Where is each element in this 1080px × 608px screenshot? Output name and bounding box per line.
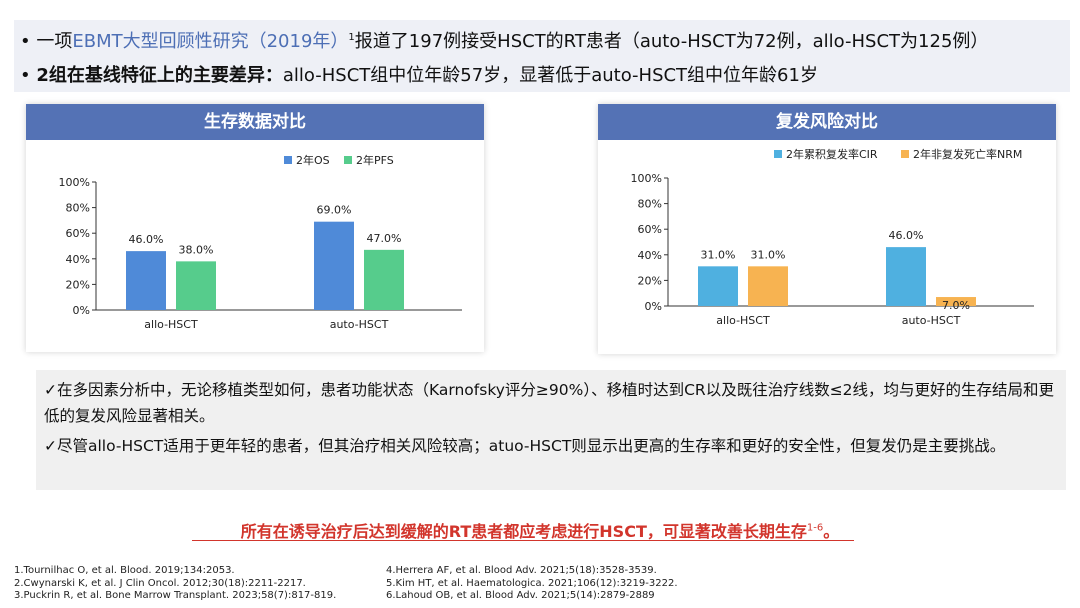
key-point-2-rest: allo-HSCT组中位年龄57岁，显著低于auto-HSCT组中位年龄61岁 (282, 65, 818, 86)
legend-label: 2年累积复发率CIR (786, 147, 878, 161)
bar (698, 266, 738, 306)
key-points-box (14, 20, 1070, 92)
legend-label: 2年非复发死亡率NRM (913, 147, 1022, 161)
x-category-label: allo-HSCT (144, 318, 198, 331)
data-label: 47.0% (367, 232, 402, 245)
bullet-dot: • (20, 65, 31, 86)
y-tick-label: 60% (638, 223, 662, 236)
analysis-point-2: ✓尽管allo-HSCT适用于更年轻的患者，但其治疗相关风险较高；atuo-HS… (44, 437, 1006, 455)
y-tick-label: 40% (66, 253, 90, 266)
legend-label: 2年PFS (356, 153, 394, 167)
survival-chart-title: 生存数据对比 (26, 104, 484, 140)
y-tick-label: 20% (66, 278, 90, 291)
x-category-label: auto-HSCT (330, 318, 389, 331)
conclusion-end: 。 (823, 522, 840, 541)
x-category-label: allo-HSCT (716, 314, 770, 327)
y-tick-label: 100% (59, 176, 90, 189)
bar (364, 249, 404, 310)
legend-swatch (344, 156, 352, 164)
legend-swatch (901, 150, 909, 158)
reference-item: 6.Lahoud OB, et al. Blood Adv. 2021;5(14… (386, 590, 655, 601)
key-point-1-post: 报道了197例接受HSCT的RT患者（auto-HSCT为72例，allo-HS… (354, 31, 989, 52)
reference-item: 2.Cwynarski K, et al. J Clin Oncol. 2012… (14, 577, 306, 589)
bar (176, 261, 216, 310)
data-label: 31.0% (751, 248, 786, 261)
relapse-chart-panel: 复发风险对比 0% 20% 40% 60% 80% 100% 31.0% 31.0% allo-… (598, 104, 1056, 354)
y-tick-label: 40% (638, 249, 662, 262)
conclusion-citation: 1-6 (806, 522, 824, 534)
survival-chart: 0% 20% 40% 60% 80% 100% 46.0% 38.0% allo-HSCT 69.… (59, 153, 462, 331)
key-point-2: • 2组在基线特征上的主要差异：allo-HSCT组中位年龄57岁，显著低于au… (20, 61, 818, 87)
y-tick-label: 80% (638, 198, 662, 211)
reference-item: 4.Herrera AF, et al. Blood Adv. 2021;5(1… (386, 565, 657, 576)
key-point-1-pre: 一项 (36, 31, 73, 52)
legend-swatch (774, 150, 782, 158)
data-label: 69.0% (317, 204, 352, 217)
key-point-2-bold: 2组在基线特征上的主要差异： (36, 65, 283, 86)
bar (126, 251, 166, 310)
bullet-dot: • (20, 31, 31, 52)
reference-item: 5.Kim HT, et al. Haematologica. 2021;106… (386, 577, 678, 589)
y-tick-label: 0% (73, 304, 90, 317)
y-tick-label: 60% (66, 227, 90, 240)
bar (936, 297, 976, 306)
bar (314, 221, 354, 310)
y-tick-label: 100% (631, 172, 662, 185)
references-right: 4.Herrera AF, et al. Blood Adv. 2021;5(1… (386, 565, 678, 603)
references-left: 1.Tournilhac O, et al. Blood. 2019;134:2… (14, 565, 336, 603)
conclusion-text: 所有在诱导治疗后达到缓解的RT患者都应考虑进行HSCT，可显著改善长期生存 (240, 522, 807, 541)
key-point-1: • 一项EBMT大型回顾性研究（2019年）1报道了197例接受HSCT的RT患… (20, 27, 988, 53)
bar (748, 266, 788, 306)
data-label: 46.0% (889, 229, 924, 242)
y-tick-label: 20% (638, 274, 662, 287)
conclusion-underline (192, 540, 854, 541)
reference-item: 3.Puckrin R, et al. Bone Marrow Transpla… (14, 590, 337, 601)
conclusion: 所有在诱导治疗后达到缓解的RT患者都应考虑进行HSCT，可显著改善长期生存1-6… (0, 518, 1080, 542)
study-highlight: EBMT大型回顾性研究（2019年） (72, 31, 349, 52)
relapse-chart-title: 复发风险对比 (598, 104, 1056, 140)
legend-label: 2年OS (296, 153, 330, 167)
y-tick-label: 80% (66, 202, 90, 215)
analysis-box: ✓在多因素分析中，无论移植类型如何，患者功能状态（Karnofsky评分≥90%… (36, 370, 1066, 490)
data-label: 31.0% (701, 248, 736, 261)
data-label: 46.0% (129, 233, 164, 246)
x-category-label: auto-HSCT (902, 314, 961, 327)
y-tick-label: 0% (645, 300, 662, 313)
relapse-chart: 0% 20% 40% 60% 80% 100% 31.0% 31.0% allo-HSCT 46.… (631, 147, 1034, 327)
citation-sup: 1 (348, 32, 355, 43)
survival-chart-panel: 生存数据对比 0% 20% 40% 60% 80% 100% 46.0% 38.0% allo-… (26, 104, 484, 352)
analysis-point-1: ✓在多因素分析中，无论移植类型如何，患者功能状态（Karnofsky评分≥90%… (44, 381, 1055, 425)
reference-item: 1.Tournilhac O, et al. Blood. 2019;134:2… (14, 565, 235, 576)
data-label: 7.0% (942, 299, 970, 312)
data-label: 38.0% (179, 243, 214, 256)
legend-swatch (284, 156, 292, 164)
bar (886, 247, 926, 306)
